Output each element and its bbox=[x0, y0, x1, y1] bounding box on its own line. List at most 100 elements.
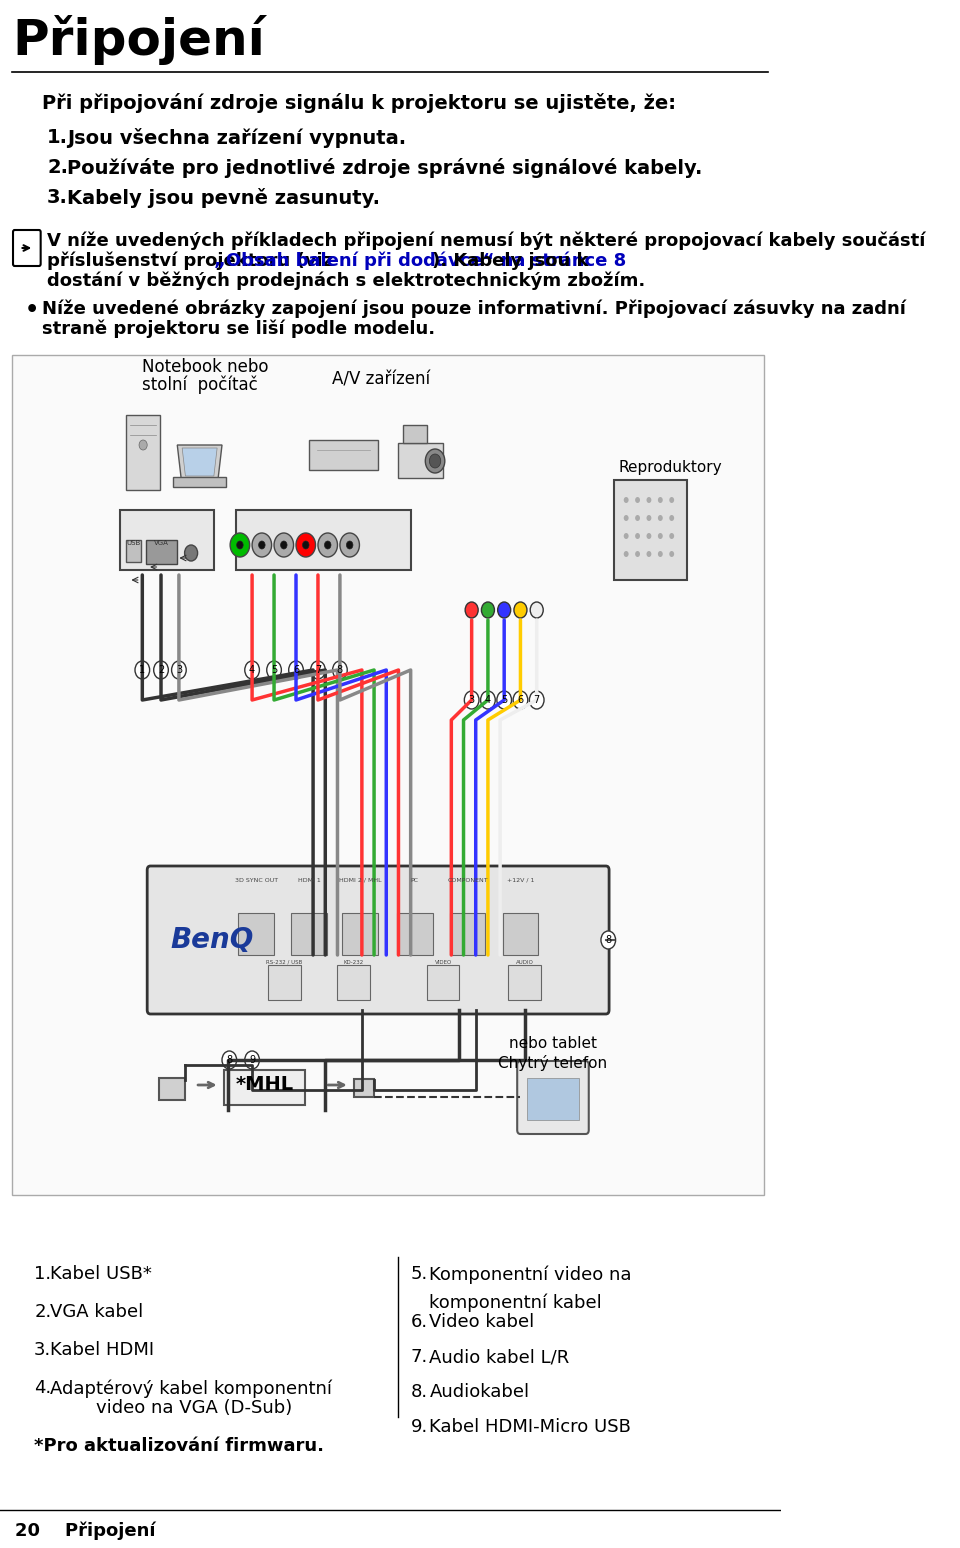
Circle shape bbox=[245, 661, 259, 680]
Circle shape bbox=[425, 449, 444, 474]
Circle shape bbox=[465, 690, 479, 709]
Text: 7: 7 bbox=[534, 695, 540, 704]
Circle shape bbox=[624, 515, 629, 522]
Text: V níže uvedených příkladech připojení nemusí být některé propojovací kabely souč: V níže uvedených příkladech připojení ne… bbox=[47, 232, 925, 251]
Text: Kabel HDMI: Kabel HDMI bbox=[51, 1341, 155, 1359]
Bar bbox=[126, 415, 160, 491]
Text: 9: 9 bbox=[249, 1056, 255, 1065]
Text: nebo tablet: nebo tablet bbox=[509, 1036, 597, 1051]
Text: 3: 3 bbox=[176, 666, 182, 675]
Text: 9.: 9. bbox=[411, 1418, 428, 1437]
Text: 6: 6 bbox=[517, 695, 523, 704]
Circle shape bbox=[267, 661, 281, 680]
Circle shape bbox=[669, 497, 674, 503]
Bar bbox=[396, 913, 433, 955]
Text: •: • bbox=[24, 300, 38, 320]
Bar bbox=[398, 443, 444, 478]
Bar bbox=[309, 440, 378, 471]
Text: stolní  počítač: stolní počítač bbox=[142, 376, 258, 395]
Text: 1.: 1. bbox=[35, 1265, 51, 1283]
Text: Připojení: Připojení bbox=[12, 15, 265, 65]
Circle shape bbox=[514, 690, 528, 709]
Text: *MHL: *MHL bbox=[235, 1076, 294, 1094]
Text: Jsou všechna zařízení vypnuta.: Jsou všechna zařízení vypnuta. bbox=[66, 128, 406, 149]
Text: ). Kabely jsou k: ). Kabely jsou k bbox=[432, 252, 588, 269]
Circle shape bbox=[154, 661, 168, 680]
Text: RS-232 / USB: RS-232 / USB bbox=[267, 960, 302, 964]
Circle shape bbox=[497, 602, 511, 618]
Text: AUDIO: AUDIO bbox=[516, 960, 534, 964]
Text: A/V zařízení: A/V zařízení bbox=[332, 370, 430, 389]
Bar bbox=[173, 477, 226, 488]
Text: Notebook nebo: Notebook nebo bbox=[142, 358, 269, 376]
Circle shape bbox=[646, 497, 652, 503]
Circle shape bbox=[636, 497, 640, 503]
Circle shape bbox=[296, 533, 316, 557]
Circle shape bbox=[245, 1051, 259, 1070]
Text: HDMI 1: HDMI 1 bbox=[298, 878, 321, 882]
Circle shape bbox=[669, 515, 674, 522]
Text: dostání v běžných prodejnách s elektrotechnickým zbožím.: dostání v běžných prodejnách s elektrote… bbox=[47, 272, 645, 291]
Circle shape bbox=[669, 551, 674, 557]
Circle shape bbox=[658, 551, 662, 557]
Text: BenQ: BenQ bbox=[171, 926, 254, 954]
Polygon shape bbox=[178, 444, 222, 480]
Circle shape bbox=[332, 661, 348, 680]
Text: VIDEO: VIDEO bbox=[435, 960, 452, 964]
Bar bbox=[126, 540, 141, 562]
Bar bbox=[158, 1077, 184, 1101]
Bar bbox=[353, 1079, 374, 1098]
Polygon shape bbox=[182, 447, 217, 475]
Circle shape bbox=[636, 551, 640, 557]
Bar bbox=[338, 964, 370, 1000]
Text: *Pro aktualizování firmwaru.: *Pro aktualizování firmwaru. bbox=[35, 1437, 324, 1455]
Text: Kabely jsou pevně zasunuty.: Kabely jsou pevně zasunuty. bbox=[66, 187, 380, 207]
Text: Níže uvedené obrázky zapojení jsou pouze informativní. Připojovací zásuvky na za: Níže uvedené obrázky zapojení jsou pouze… bbox=[42, 300, 906, 319]
Text: Komponentní video na: Komponentní video na bbox=[429, 1265, 632, 1283]
Bar bbox=[614, 480, 687, 580]
Bar bbox=[527, 1077, 579, 1121]
Circle shape bbox=[669, 533, 674, 539]
Bar bbox=[508, 964, 540, 1000]
Text: 4: 4 bbox=[249, 666, 255, 675]
Bar bbox=[449, 913, 486, 955]
Text: Audiokabel: Audiokabel bbox=[429, 1382, 530, 1401]
Bar bbox=[236, 509, 411, 570]
FancyBboxPatch shape bbox=[12, 354, 764, 1195]
Circle shape bbox=[289, 661, 303, 680]
Circle shape bbox=[497, 690, 512, 709]
Text: Kabel HDMI-Micro USB: Kabel HDMI-Micro USB bbox=[429, 1418, 632, 1437]
Circle shape bbox=[280, 540, 287, 550]
FancyBboxPatch shape bbox=[13, 231, 40, 266]
Text: 8: 8 bbox=[605, 935, 612, 944]
Circle shape bbox=[347, 540, 353, 550]
Circle shape bbox=[481, 602, 494, 618]
Text: 6.: 6. bbox=[411, 1313, 428, 1331]
Text: VGA: VGA bbox=[155, 540, 169, 546]
Bar bbox=[146, 540, 178, 563]
Circle shape bbox=[466, 602, 478, 618]
Circle shape bbox=[514, 602, 527, 618]
Text: 1: 1 bbox=[139, 666, 145, 675]
Text: video na VGA (D-Sub): video na VGA (D-Sub) bbox=[51, 1399, 293, 1416]
Circle shape bbox=[646, 533, 652, 539]
Text: 7.: 7. bbox=[411, 1348, 428, 1365]
Circle shape bbox=[658, 515, 662, 522]
Text: KD-232: KD-232 bbox=[344, 960, 364, 964]
Circle shape bbox=[274, 533, 294, 557]
Text: 5: 5 bbox=[501, 695, 507, 704]
Bar bbox=[224, 1070, 305, 1105]
Circle shape bbox=[139, 440, 147, 450]
Text: straně projektoru se liší podle modelu.: straně projektoru se liší podle modelu. bbox=[42, 320, 436, 339]
Text: Adaptérový kabel komponentní: Adaptérový kabel komponentní bbox=[51, 1379, 332, 1398]
Text: 4.: 4. bbox=[35, 1379, 52, 1396]
Text: 8: 8 bbox=[337, 666, 343, 675]
Bar bbox=[343, 913, 378, 955]
Circle shape bbox=[636, 515, 640, 522]
Circle shape bbox=[311, 661, 325, 680]
Bar bbox=[502, 913, 539, 955]
Text: Chytrý telefon: Chytrý telefon bbox=[498, 1056, 608, 1071]
Circle shape bbox=[636, 533, 640, 539]
Circle shape bbox=[530, 602, 543, 618]
Bar bbox=[291, 913, 327, 955]
